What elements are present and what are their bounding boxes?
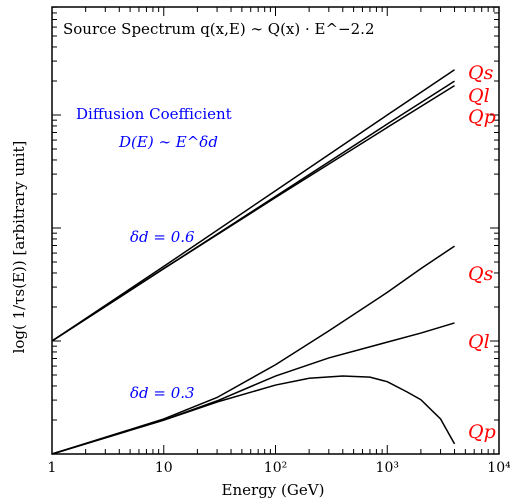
chart-title: Source Spectrum q(x,E) ∼ Q(x) · E^−2.2 bbox=[63, 20, 374, 38]
plot-frame bbox=[51, 6, 500, 455]
curve-qp-group-0 bbox=[51, 84, 455, 342]
x-tick-label: 10³ bbox=[376, 460, 399, 476]
series-label-ql: Ql bbox=[468, 331, 490, 353]
x-axis-label: Energy (GeV) bbox=[222, 481, 325, 499]
series-label-qs: Qs bbox=[468, 263, 494, 285]
axes bbox=[51, 6, 500, 455]
x-tick-label: 10 bbox=[155, 460, 173, 476]
curve-qs-group-0 bbox=[51, 69, 455, 342]
curve-qs-group-1 bbox=[51, 245, 455, 455]
curve-qp-group-1 bbox=[51, 375, 456, 455]
series-label-qs: Qs bbox=[468, 62, 494, 84]
x-tick-label: 10⁴ bbox=[487, 460, 510, 476]
y-axis-label: log( 1/τs(E)) [arbitrary unit] bbox=[10, 141, 28, 354]
diffusion-title: Diffusion Coefficient bbox=[76, 105, 232, 123]
x-tick-label: 10² bbox=[264, 460, 287, 476]
series-label-qp: Qp bbox=[468, 421, 496, 443]
series-label-ql: Ql bbox=[468, 85, 490, 107]
series-label-qp: Qp bbox=[468, 106, 496, 128]
delta-label-0-6: δd = 0.6 bbox=[130, 228, 195, 246]
diffusion-formula: D(E) ∼ E^δd bbox=[118, 133, 218, 151]
x-tick-label: 1 bbox=[48, 460, 57, 476]
delta-label-0-3: δd = 0.3 bbox=[130, 384, 195, 402]
